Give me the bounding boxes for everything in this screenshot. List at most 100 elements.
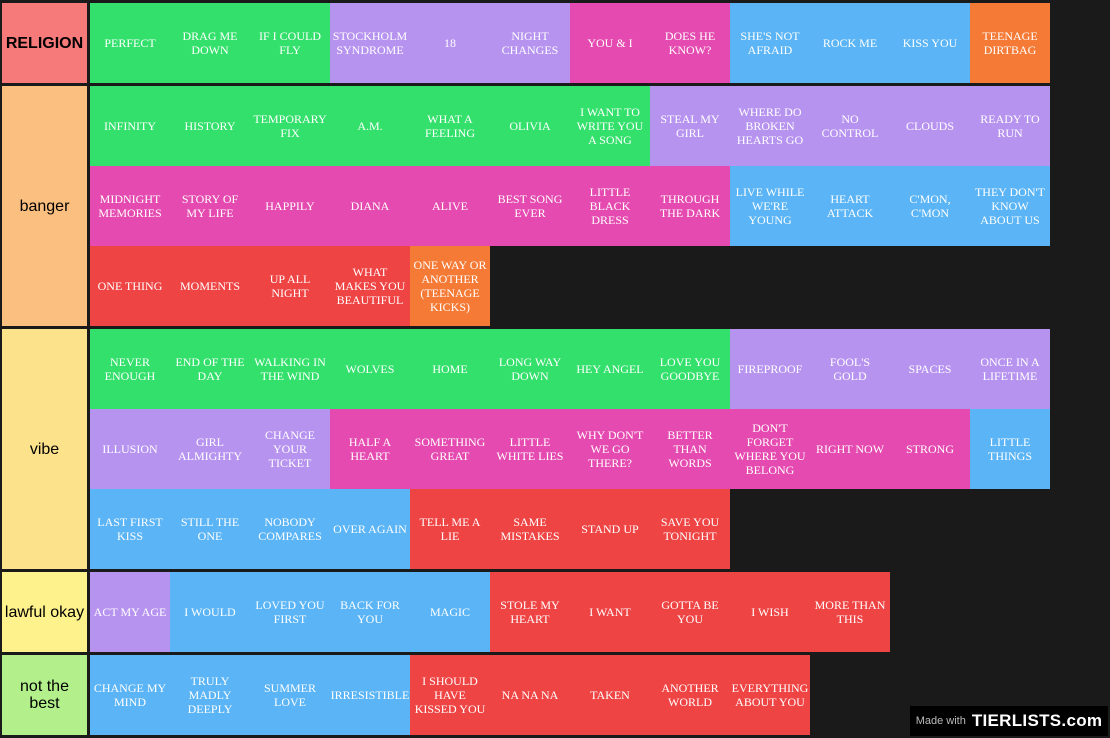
song-tile[interactable]: THEY DON'T KNOW ABOUT US [970, 166, 1050, 246]
song-tile[interactable]: HAPPILY [250, 166, 330, 246]
song-tile[interactable]: CHANGE YOUR TICKET [250, 409, 330, 489]
song-tile[interactable]: LOVED YOU FIRST [250, 572, 330, 652]
song-tile[interactable]: KISS YOU [890, 3, 970, 83]
song-tile[interactable]: SOMETHING GREAT [410, 409, 490, 489]
song-tile[interactable]: I WOULD [170, 572, 250, 652]
tier-label[interactable]: banger [2, 86, 87, 326]
song-tile[interactable]: HISTORY [170, 86, 250, 166]
song-tile[interactable]: SPACES [890, 329, 970, 409]
song-tile[interactable]: ACT MY AGE [90, 572, 170, 652]
song-tile[interactable]: RIGHT NOW [810, 409, 890, 489]
song-tile[interactable]: TAKEN [570, 655, 650, 735]
song-tile[interactable]: STORY OF MY LIFE [170, 166, 250, 246]
watermark[interactable]: Made with TIERLISTS.com [910, 706, 1108, 736]
song-tile[interactable]: ALIVE [410, 166, 490, 246]
song-tile[interactable]: STOLE MY HEART [490, 572, 570, 652]
song-tile[interactable]: ONE WAY OR ANOTHER (TEENAGE KICKS) [410, 246, 490, 326]
song-tile[interactable]: DON'T FORGET WHERE YOU BELONG [730, 409, 810, 489]
song-tile[interactable]: CLOUDS [890, 86, 970, 166]
song-tile[interactable]: NOBODY COMPARES [250, 489, 330, 569]
song-tile[interactable]: I WANT TO WRITE YOU A SONG [570, 86, 650, 166]
song-tile[interactable]: EVERYTHING ABOUT YOU [730, 655, 810, 735]
song-tile[interactable]: LOVE YOU GOODBYE [650, 329, 730, 409]
watermark-made-with: Made with [915, 715, 966, 727]
song-tile[interactable]: STAND UP [570, 489, 650, 569]
song-tile[interactable]: STILL THE ONE [170, 489, 250, 569]
song-tile[interactable]: FIREPROOF [730, 329, 810, 409]
song-tile[interactable]: FOOL'S GOLD [810, 329, 890, 409]
song-tile[interactable]: SHE'S NOT AFRAID [730, 3, 810, 83]
song-tile[interactable]: TEENAGE DIRTBAG [970, 3, 1050, 83]
song-tile[interactable]: WHAT A FEELING [410, 86, 490, 166]
song-tile[interactable]: DOES HE KNOW? [650, 3, 730, 83]
song-tile[interactable]: WHY DON'T WE GO THERE? [570, 409, 650, 489]
song-tile[interactable]: CHANGE MY MIND [90, 655, 170, 735]
song-tile[interactable]: WHAT MAKES YOU BEAUTIFUL [330, 246, 410, 326]
song-tile[interactable]: YOU & I [570, 3, 650, 83]
song-tile[interactable]: STEAL MY GIRL [650, 86, 730, 166]
tier-label[interactable]: not the best [2, 655, 87, 735]
song-tile[interactable]: ANOTHER WORLD [650, 655, 730, 735]
song-tile[interactable]: STRONG [890, 409, 970, 489]
song-tile[interactable]: I WISH [730, 572, 810, 652]
song-tile[interactable]: C'MON, C'MON [890, 166, 970, 246]
song-tile[interactable]: BACK FOR YOU [330, 572, 410, 652]
song-tile[interactable]: SAME MISTAKES [490, 489, 570, 569]
song-tile[interactable]: OLIVIA [490, 86, 570, 166]
song-tile[interactable]: I WANT [570, 572, 650, 652]
song-tile[interactable]: WOLVES [330, 329, 410, 409]
song-tile[interactable]: ILLUSION [90, 409, 170, 489]
song-tile[interactable]: LITTLE WHITE LIES [490, 409, 570, 489]
song-tile[interactable]: HEY ANGEL [570, 329, 650, 409]
song-tile[interactable]: TELL ME A LIE [410, 489, 490, 569]
song-tile[interactable]: LIVE WHILE WE'RE YOUNG [730, 166, 810, 246]
song-tile[interactable]: DRAG ME DOWN [170, 3, 250, 83]
song-tile[interactable]: SAVE YOU TONIGHT [650, 489, 730, 569]
song-tile[interactable]: ROCK ME [810, 3, 890, 83]
song-tile[interactable]: IF I COULD FLY [250, 3, 330, 83]
song-tile[interactable]: NIGHT CHANGES [490, 3, 570, 83]
song-tile[interactable]: ONE THING [90, 246, 170, 326]
song-tile[interactable]: LITTLE BLACK DRESS [570, 166, 650, 246]
song-tile[interactable]: HEART ATTACK [810, 166, 890, 246]
song-tile[interactable]: HALF A HEART [330, 409, 410, 489]
song-tile[interactable]: WALKING IN THE WIND [250, 329, 330, 409]
song-tile[interactable]: ONCE IN A LIFETIME [970, 329, 1050, 409]
song-tile[interactable]: I SHOULD HAVE KISSED YOU [410, 655, 490, 735]
song-tile[interactable]: 18 [410, 3, 490, 83]
song-tile[interactable]: TEMPORARY FIX [250, 86, 330, 166]
song-tile[interactable]: PERFECT [90, 3, 170, 83]
song-tile[interactable]: MORE THAN THIS [810, 572, 890, 652]
song-tile[interactable]: NO CONTROL [810, 86, 890, 166]
song-tile[interactable]: BETTER THAN WORDS [650, 409, 730, 489]
song-tile[interactable]: NA NA NA [490, 655, 570, 735]
song-tile[interactable]: MOMENTS [170, 246, 250, 326]
tier-label[interactable]: vibe [2, 329, 87, 569]
song-tile[interactable]: LONG WAY DOWN [490, 329, 570, 409]
tier-label[interactable]: lawful okay [2, 572, 87, 652]
song-tile[interactable]: UP ALL NIGHT [250, 246, 330, 326]
song-tile[interactable]: NEVER ENOUGH [90, 329, 170, 409]
song-tile[interactable]: IRRESISTIBLE [330, 655, 410, 735]
song-tile[interactable]: TRULY MADLY DEEPLY [170, 655, 250, 735]
song-tile[interactable]: LAST FIRST KISS [90, 489, 170, 569]
song-tile[interactable]: INFINITY [90, 86, 170, 166]
song-tile[interactable]: LITTLE THINGS [970, 409, 1050, 489]
song-tile[interactable]: BEST SONG EVER [490, 166, 570, 246]
song-tile[interactable]: THROUGH THE DARK [650, 166, 730, 246]
song-tile[interactable]: A.M. [330, 86, 410, 166]
song-tile[interactable]: HOME [410, 329, 490, 409]
song-tile[interactable]: GIRL ALMIGHTY [170, 409, 250, 489]
song-tile[interactable]: OVER AGAIN [330, 489, 410, 569]
song-tile[interactable]: SUMMER LOVE [250, 655, 330, 735]
song-tile[interactable]: READY TO RUN [970, 86, 1050, 166]
song-tile[interactable]: GOTTA BE YOU [650, 572, 730, 652]
song-tile[interactable]: END OF THE DAY [170, 329, 250, 409]
song-tile[interactable]: DIANA [330, 166, 410, 246]
tier-label[interactable]: RELIGION [2, 3, 87, 83]
song-tile[interactable]: WHERE DO BROKEN HEARTS GO [730, 86, 810, 166]
song-tile[interactable]: MAGIC [410, 572, 490, 652]
song-tile[interactable]: STOCKHOLM SYNDROME [330, 3, 410, 83]
song-tile[interactable]: MIDNIGHT MEMORIES [90, 166, 170, 246]
